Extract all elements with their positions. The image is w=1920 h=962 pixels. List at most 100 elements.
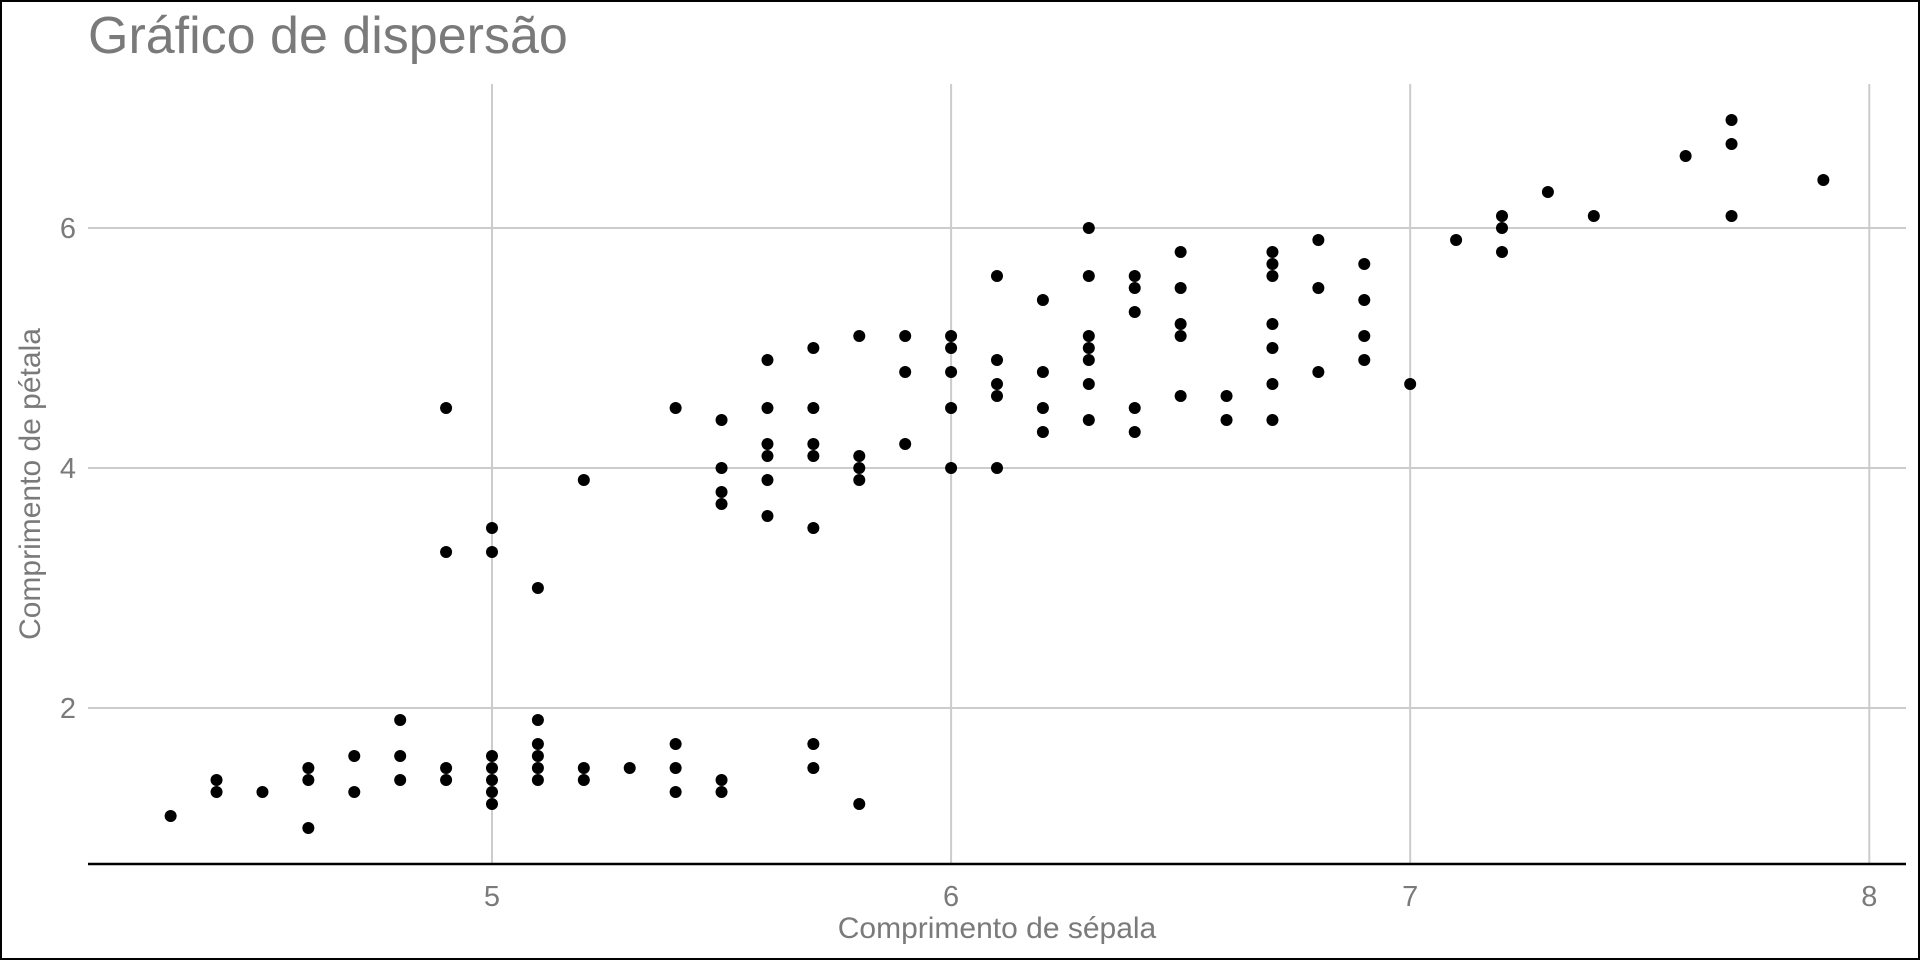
y-tick-label: 4 [60, 453, 76, 485]
data-point [440, 402, 453, 414]
data-point [991, 390, 1003, 402]
data-point [1266, 318, 1279, 330]
data-points [164, 114, 1830, 834]
data-point [531, 582, 544, 594]
data-point [1725, 114, 1738, 126]
data-point [1174, 390, 1187, 402]
data-point [1082, 354, 1095, 366]
data-point [348, 786, 361, 798]
data-point [1174, 318, 1187, 330]
data-point [440, 774, 453, 786]
data-point [1358, 330, 1371, 342]
data-point [302, 762, 315, 774]
data-point [991, 378, 1003, 390]
data-point [486, 522, 498, 534]
data-point [669, 786, 682, 798]
data-point [1679, 150, 1692, 162]
data-point [807, 762, 820, 774]
x-tick-label: 6 [943, 881, 959, 913]
data-point [853, 462, 866, 474]
data-point [991, 270, 1003, 282]
data-point [945, 330, 958, 342]
data-point [1128, 402, 1141, 414]
data-point [807, 342, 820, 354]
data-point [1496, 246, 1508, 258]
data-point [394, 750, 407, 762]
data-point [899, 330, 912, 342]
x-tick-label: 7 [1402, 881, 1418, 913]
data-point [440, 546, 453, 558]
data-point [1128, 270, 1141, 282]
data-point [1266, 258, 1279, 270]
data-point [531, 750, 544, 762]
data-point [1358, 258, 1371, 270]
data-point [1725, 138, 1738, 150]
data-point [899, 366, 912, 378]
data-point [715, 786, 728, 798]
data-point [1082, 270, 1095, 282]
x-tick-label: 8 [1861, 881, 1877, 913]
data-point [715, 498, 728, 510]
data-point [1496, 222, 1508, 234]
y-tick-label: 2 [60, 693, 76, 725]
x-tick-labels: 5 6 7 8 [484, 881, 1877, 913]
data-point [1496, 210, 1508, 222]
data-point [1817, 174, 1830, 186]
data-point [1082, 378, 1095, 390]
data-point [486, 774, 498, 786]
data-point [440, 762, 453, 774]
data-point [486, 750, 498, 762]
data-point [669, 762, 682, 774]
data-point [853, 798, 866, 810]
data-point [1541, 186, 1554, 198]
data-point [761, 438, 774, 450]
data-point [531, 774, 544, 786]
data-point [1174, 330, 1187, 342]
data-point [486, 786, 498, 798]
data-point [302, 822, 315, 834]
data-point [1266, 378, 1279, 390]
data-point [853, 450, 866, 462]
y-axis-title: Comprimento de pétala [14, 328, 47, 640]
data-point [1266, 342, 1279, 354]
data-point [1220, 390, 1233, 402]
data-point [348, 750, 361, 762]
data-point [1312, 282, 1325, 294]
data-point [991, 462, 1003, 474]
data-point [761, 510, 774, 522]
data-point [1450, 234, 1463, 246]
data-point [164, 810, 177, 822]
data-point [1036, 426, 1049, 438]
data-point [577, 774, 590, 786]
data-point [256, 786, 269, 798]
data-point [853, 474, 866, 486]
data-point [853, 330, 866, 342]
data-point [1266, 414, 1279, 426]
data-point [1404, 378, 1417, 390]
data-point [1128, 306, 1141, 318]
data-point [210, 774, 223, 786]
chart-title: Gráfico de dispersão [88, 7, 568, 65]
data-point [531, 714, 544, 726]
y-tick-labels: 2 4 6 [60, 213, 76, 725]
data-point [1082, 414, 1095, 426]
data-point [1082, 330, 1095, 342]
data-point [1312, 366, 1325, 378]
data-point [1036, 294, 1049, 306]
data-point [807, 450, 820, 462]
data-point [807, 522, 820, 534]
data-point [761, 402, 774, 414]
data-point [486, 546, 498, 558]
data-point [715, 414, 728, 426]
data-point [991, 354, 1003, 366]
data-point [531, 762, 544, 774]
data-point [945, 402, 958, 414]
data-point [807, 402, 820, 414]
data-point [1266, 246, 1279, 258]
data-point [1128, 282, 1141, 294]
data-point [1128, 426, 1141, 438]
data-point [899, 438, 912, 450]
data-point [531, 738, 544, 750]
